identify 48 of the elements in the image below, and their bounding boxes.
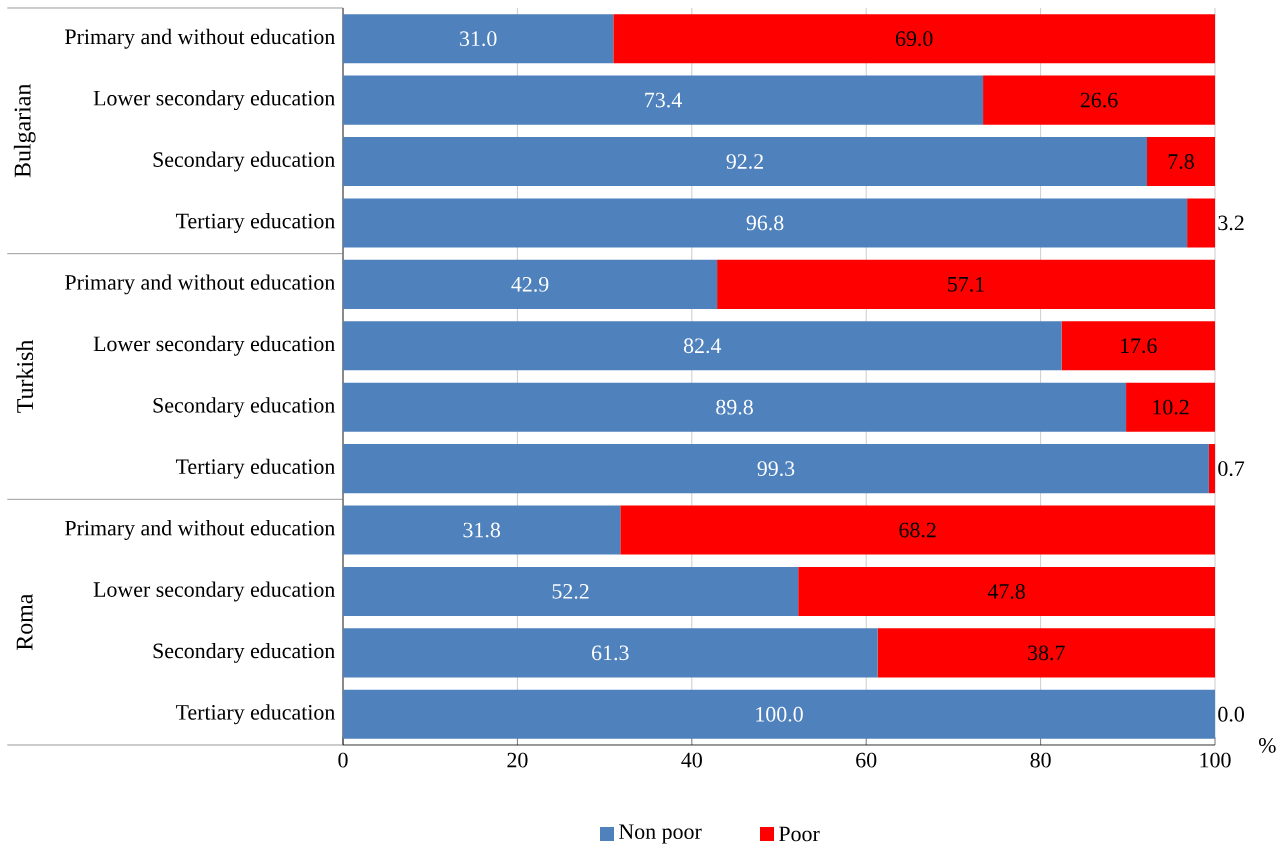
x-tick-label: 60 xyxy=(856,752,877,768)
data-label: 0.7 xyxy=(1218,461,1245,477)
text: Bulgarian xyxy=(13,84,36,178)
data-label: 31.8 xyxy=(463,522,500,538)
y-tick-label: Lower secondary education xyxy=(93,581,335,602)
text: Turkish xyxy=(16,340,34,413)
data-label: 47.8 xyxy=(987,584,1025,599)
y-tick-label: Secondary education xyxy=(153,397,335,418)
data-label: 82.4 xyxy=(683,338,722,354)
x-tick-label: 20 xyxy=(507,752,528,768)
data-label: 100.0 xyxy=(756,706,803,722)
y-tick-label: Primary and without education xyxy=(65,520,335,540)
text: Roma xyxy=(16,593,33,651)
data-label: 42.9 xyxy=(511,276,549,292)
data-label: 38.7 xyxy=(1028,645,1065,661)
data-label: 69.0 xyxy=(895,31,933,47)
data-label: 73.4 xyxy=(645,92,682,108)
x-tick-label: 40 xyxy=(681,752,702,768)
y-tick-label: Tertiary education xyxy=(175,213,335,233)
data-label: 3.2 xyxy=(1218,215,1244,231)
data-label: 57.1 xyxy=(948,276,984,292)
y-tick-label: Lower secondary education xyxy=(93,335,335,356)
data-label: 61.3 xyxy=(592,645,629,661)
data-label: 26.6 xyxy=(1080,92,1118,108)
data-label: 52.2 xyxy=(552,584,589,599)
data-label: 99.3 xyxy=(757,461,795,477)
x-tick-label: 100 xyxy=(1200,752,1231,768)
data-label: 10.2 xyxy=(1153,399,1189,415)
data-label: 17.6 xyxy=(1121,338,1157,354)
x-tick-label: 80 xyxy=(1030,752,1051,768)
data-label: 0.0 xyxy=(1218,706,1244,722)
y-tick-label: Primary and without education xyxy=(65,274,335,295)
y-tick-label: Primary and without education xyxy=(65,28,335,49)
legend-label: Non poor xyxy=(619,824,702,844)
y-tick-label: Tertiary education xyxy=(175,458,335,479)
data-label: 31.0 xyxy=(460,31,497,47)
data-label: 92.2 xyxy=(726,154,763,169)
data-label: 68.2 xyxy=(899,522,936,538)
legend-label: Poor xyxy=(779,826,820,842)
data-label: 7.8 xyxy=(1168,154,1194,169)
y-tick-label: Tertiary education xyxy=(175,704,335,725)
data-label: 96.8 xyxy=(746,215,784,231)
data-label: 89.8 xyxy=(716,399,753,415)
y-tick-label: Secondary education xyxy=(153,642,335,663)
y-tick-label: Lower secondary education xyxy=(93,90,335,111)
x-axis-title: % xyxy=(1258,737,1276,753)
y-tick-label: Secondary education xyxy=(153,151,335,172)
x-tick-label: 0 xyxy=(338,752,348,768)
